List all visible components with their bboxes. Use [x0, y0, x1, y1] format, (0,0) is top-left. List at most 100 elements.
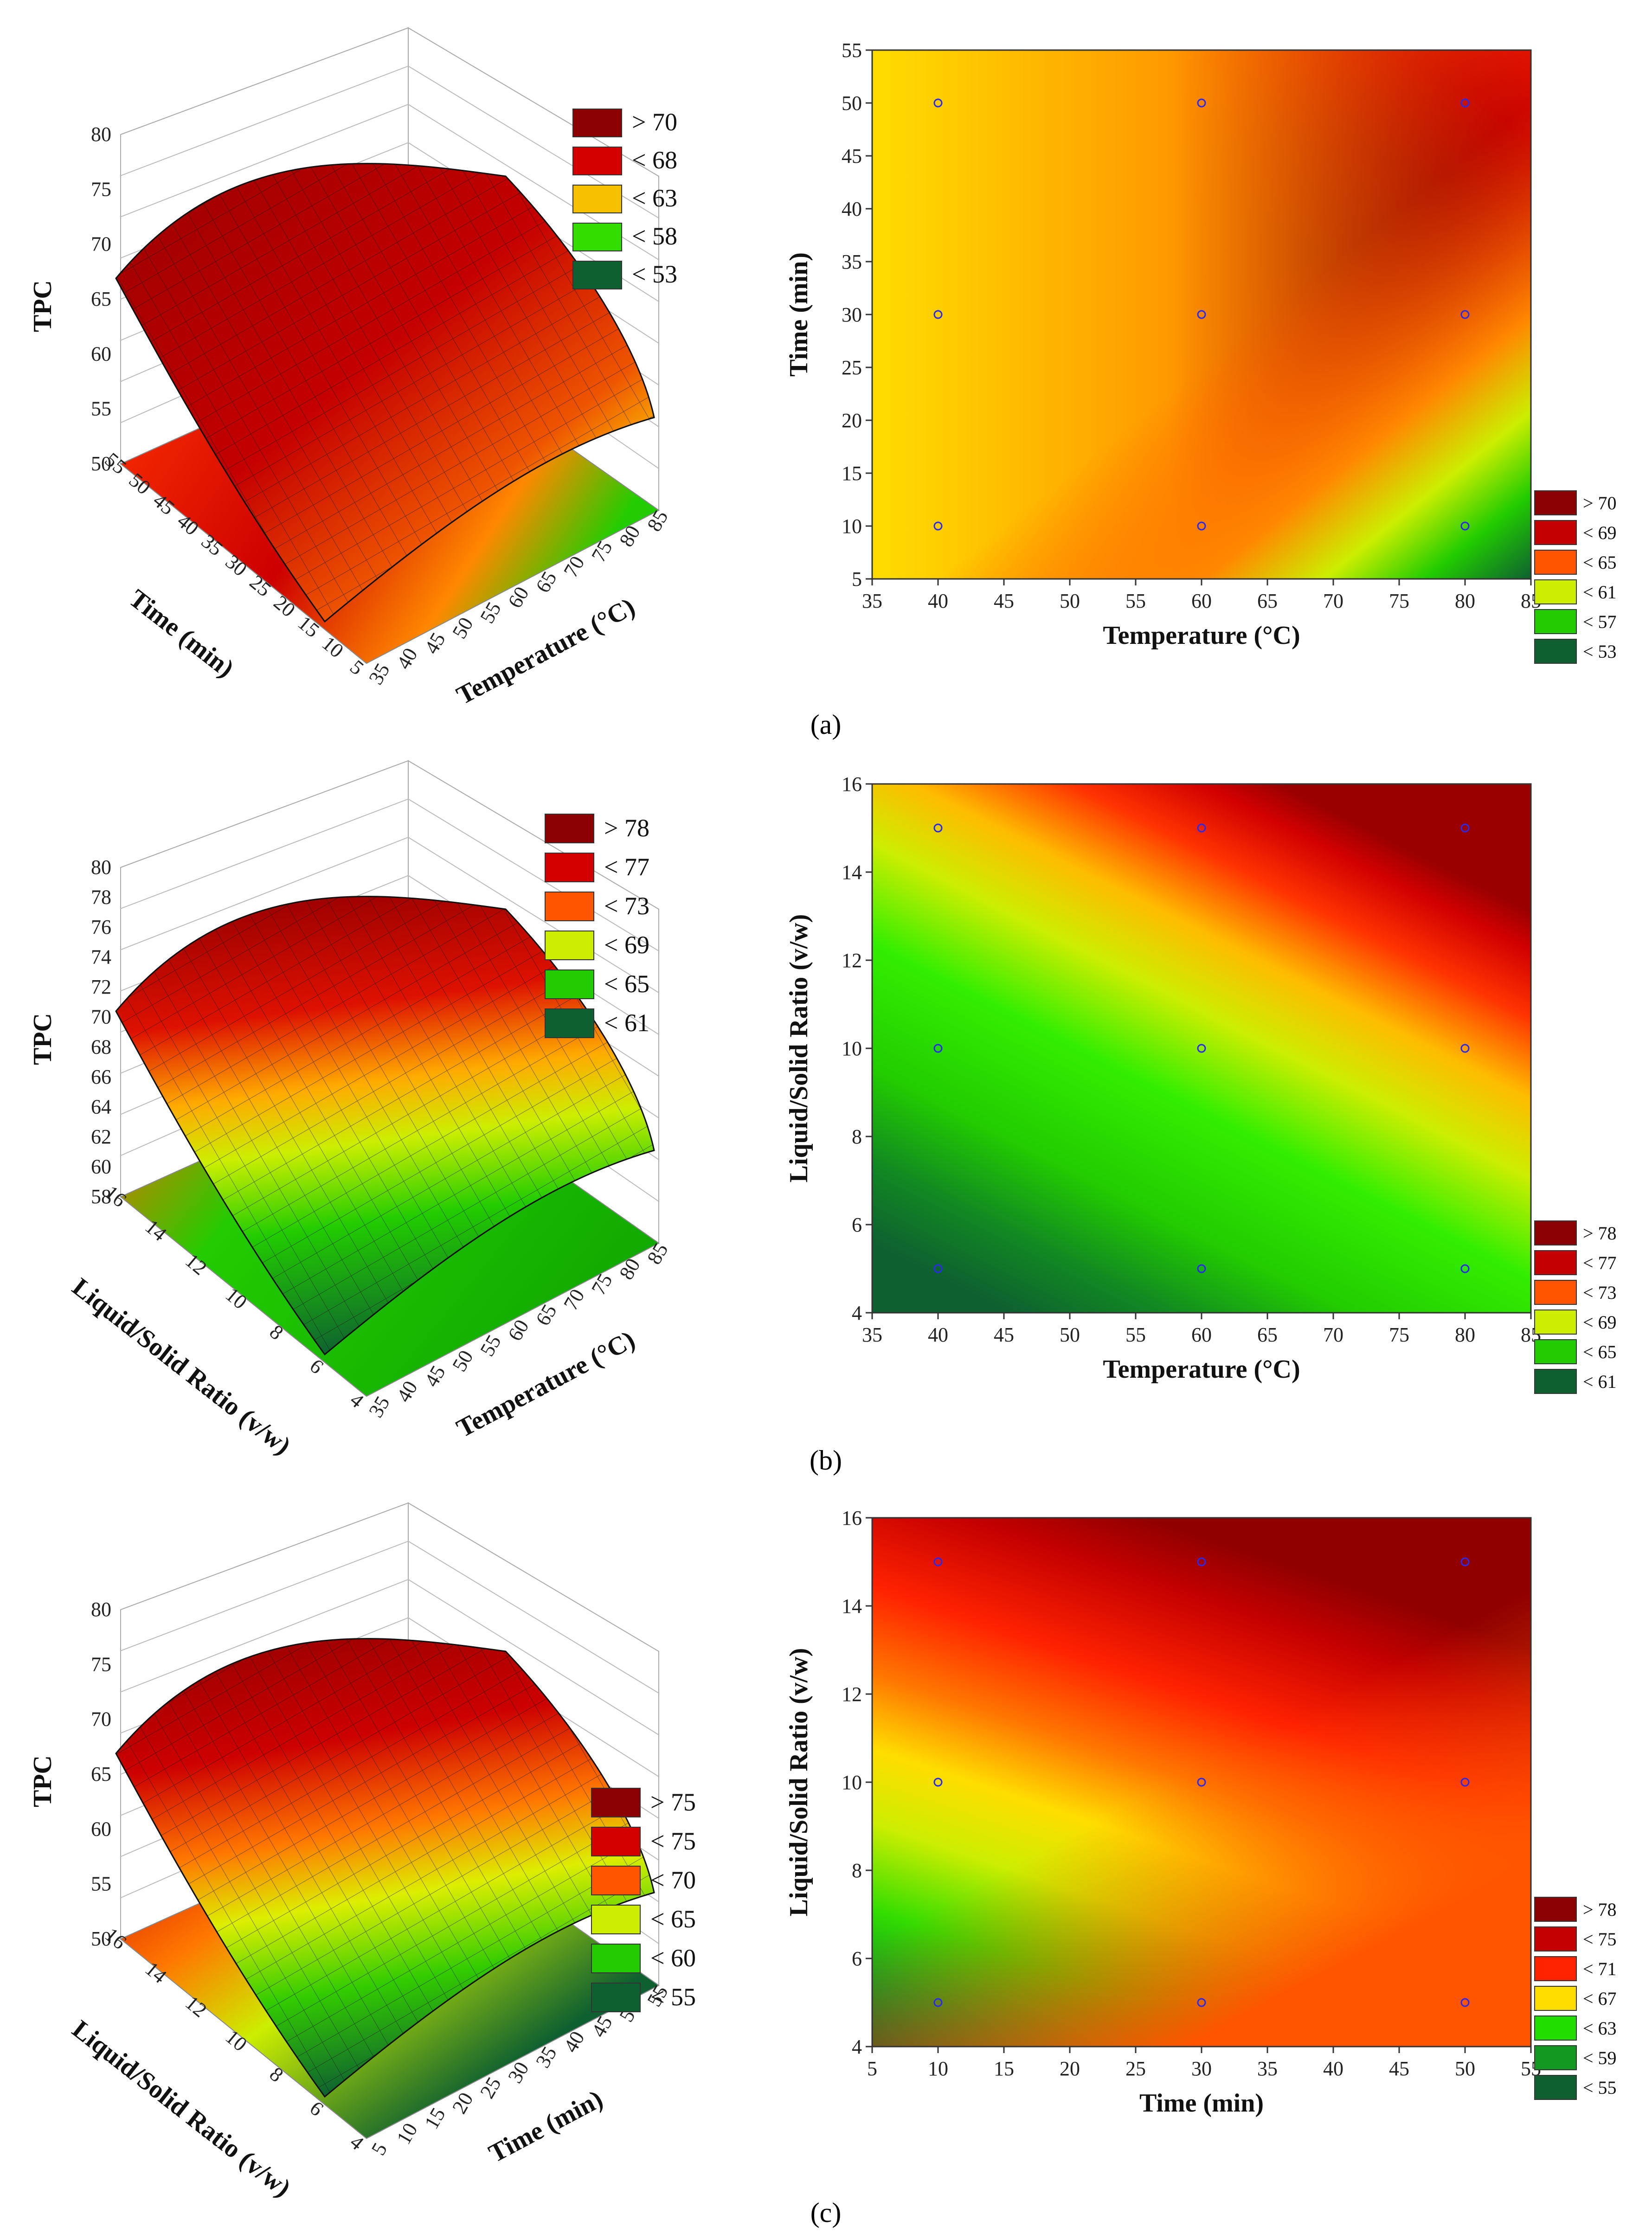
a-contour-xtick-label: 75	[1389, 590, 1409, 612]
b-contour-ytick-label: 8	[852, 1125, 862, 1148]
a-surface-legend-swatch	[572, 147, 622, 175]
a-contour-design-point	[933, 521, 943, 531]
c-contour-ylabel: Liquid/Solid Ratio (v/w)	[784, 1648, 813, 1917]
b-contour-legend-label: > 78	[1583, 1223, 1617, 1244]
c-contour-design-point	[1197, 1998, 1206, 2007]
b-contour-ytick-label: 4	[852, 1302, 862, 1324]
c-surface-wall-gridline	[120, 1541, 409, 1651]
a-contour-ytick-label: 15	[842, 462, 862, 485]
c-surface-legend-label: < 65	[650, 1905, 696, 1933]
c-surface-wall-gridline	[120, 1579, 409, 1693]
b-contour-xtick-label: 75	[1389, 1323, 1409, 1346]
a-contour-xtick-label: 70	[1323, 590, 1343, 612]
b-contour-legend-swatch	[1534, 1339, 1577, 1364]
b-surface-legend-swatch	[545, 931, 594, 960]
a-surface-ztick-label: 60	[91, 342, 111, 365]
b-surface-ztick-label: 78	[91, 886, 111, 909]
b-contour-xtick-label: 45	[994, 1323, 1014, 1346]
b-surface-ztick-label: 72	[91, 976, 111, 998]
figure-layer: 35 40 45 50 55 60 65 70 75 80 85510152025303540455…	[28, 27, 1617, 2228]
b-contour-legend-label: < 73	[1583, 1282, 1617, 1303]
c-surface-legend-swatch	[591, 1905, 641, 1934]
c-contour-ytick-label: 6	[852, 1947, 862, 1970]
b-surface-ztick-label: 62	[91, 1125, 111, 1148]
b-surface-legend-label: < 69	[604, 931, 649, 959]
panel-caption: (a)	[810, 709, 842, 740]
c-contour-design-point	[1460, 1998, 1470, 2007]
b-contour-design-point	[933, 1264, 943, 1273]
a-contour-ytick-label: 50	[842, 92, 862, 115]
b-contour-ytick-label: 14	[842, 861, 862, 884]
c-contour-design-point	[933, 1778, 943, 1787]
c-surface-ztick-label: 50	[91, 1927, 111, 1950]
c-surface-legend-swatch	[591, 1944, 641, 1973]
c-surface-ztick-label: 65	[91, 1763, 111, 1785]
b-surface-ztick-label: 66	[91, 1066, 111, 1088]
a-contour-xtick-label: 40	[928, 590, 948, 612]
b-surface-ztick-label: 70	[91, 1006, 111, 1028]
a-surface-ztick-label: 55	[91, 398, 111, 420]
c-contour-xtick-label: 35	[1257, 2057, 1278, 2080]
b-surface-legend-label: > 78	[604, 814, 649, 842]
b-contour-xtick-label: 80	[1455, 1323, 1475, 1346]
a-contour-legend-label: < 57	[1583, 611, 1617, 632]
b-contour-xtick-label: 50	[1060, 1323, 1080, 1346]
c-contour-xlabel: Time (min)	[1139, 2089, 1264, 2118]
c-contour-legend-label: < 67	[1583, 1988, 1617, 2009]
a-contour-design-point	[933, 310, 943, 319]
c-surface-wall-gridline	[408, 1579, 659, 1735]
c-contour-xtick-label: 45	[1389, 2057, 1409, 2080]
c-contour-design-point	[1460, 1778, 1470, 1787]
c-surface-xtick-label: 10	[392, 2119, 422, 2148]
a-contour-legend-label: < 53	[1583, 641, 1617, 662]
a-contour-fill-layer-2	[872, 50, 1531, 579]
a-surface-xtick-label: 40	[392, 644, 422, 673]
a-contour-design-point	[933, 98, 943, 108]
a-contour-xtick-label: 45	[994, 590, 1014, 612]
b-surface-ztick-label: 76	[91, 916, 111, 938]
b-surface-xtick-label: 35	[364, 1392, 394, 1421]
c-surface-ztick-label: 75	[91, 1653, 111, 1676]
a-surface-legend-swatch	[572, 185, 622, 213]
b-surface-ztick-label: 68	[91, 1035, 111, 1058]
panel-caption: (b)	[810, 1445, 842, 1476]
b-surface-wall-gridline	[120, 798, 409, 909]
c-contour-design-point	[1460, 1557, 1470, 1566]
c-surface-legend-swatch	[591, 1866, 641, 1895]
c-contour-xtick-label: 30	[1191, 2057, 1212, 2080]
a-contour-legend-swatch	[1534, 639, 1577, 664]
a-contour-ytick-label: 20	[842, 409, 862, 432]
a-contour-xtick-label: 60	[1191, 590, 1212, 612]
a-surface-legend-label: < 53	[632, 260, 677, 288]
panel-caption: (c)	[810, 2197, 842, 2228]
a-contour-xlabel: Temperature (°C)	[1103, 621, 1300, 650]
a-contour-xtick-label: 55	[1125, 590, 1146, 612]
c-surface-chart: 50556065707580TPC46810121416Liquid/Solid…	[28, 1502, 696, 2202]
a-surface-wall-gridline	[120, 65, 409, 176]
b-contour-legend-swatch	[1534, 1280, 1577, 1305]
b-surface-legend-swatch	[545, 892, 594, 921]
b-contour-xtick-label: 55	[1125, 1323, 1146, 1346]
b-surface-zlabel: TPC	[28, 1013, 57, 1065]
a-contour-ytick-label: 10	[842, 515, 862, 538]
b-surface-ytick-label: 8	[265, 1320, 288, 1344]
b-surface-legend-swatch	[545, 969, 594, 999]
b-contour-ytick-label: 12	[842, 949, 862, 972]
b-surface-wall-gridline	[120, 837, 409, 950]
c-surface-surface-mesh	[116, 1638, 654, 2097]
c-surface-legend-swatch	[591, 1788, 641, 1817]
b-contour-design-point	[1460, 1044, 1470, 1053]
b-surface-legend-label: < 77	[604, 853, 649, 881]
a-contour-legend-label: < 69	[1583, 522, 1617, 543]
b-surface-ztick-label: 64	[91, 1095, 111, 1118]
b-contour-design-point	[933, 823, 943, 833]
b-contour-legend-swatch	[1534, 1220, 1577, 1245]
b-surface-ztick-label: 74	[91, 946, 111, 969]
c-surface-ytick-label: 8	[265, 2062, 288, 2086]
a-contour-design-point	[1460, 98, 1470, 108]
b-surface-ytick-label: 6	[305, 1355, 328, 1379]
b-surface-legend-swatch	[545, 814, 594, 843]
c-surface-wall-gridline	[408, 1541, 659, 1694]
b-contour-design-point	[1197, 1264, 1206, 1273]
c-contour-legend-label: < 59	[1583, 2048, 1617, 2068]
